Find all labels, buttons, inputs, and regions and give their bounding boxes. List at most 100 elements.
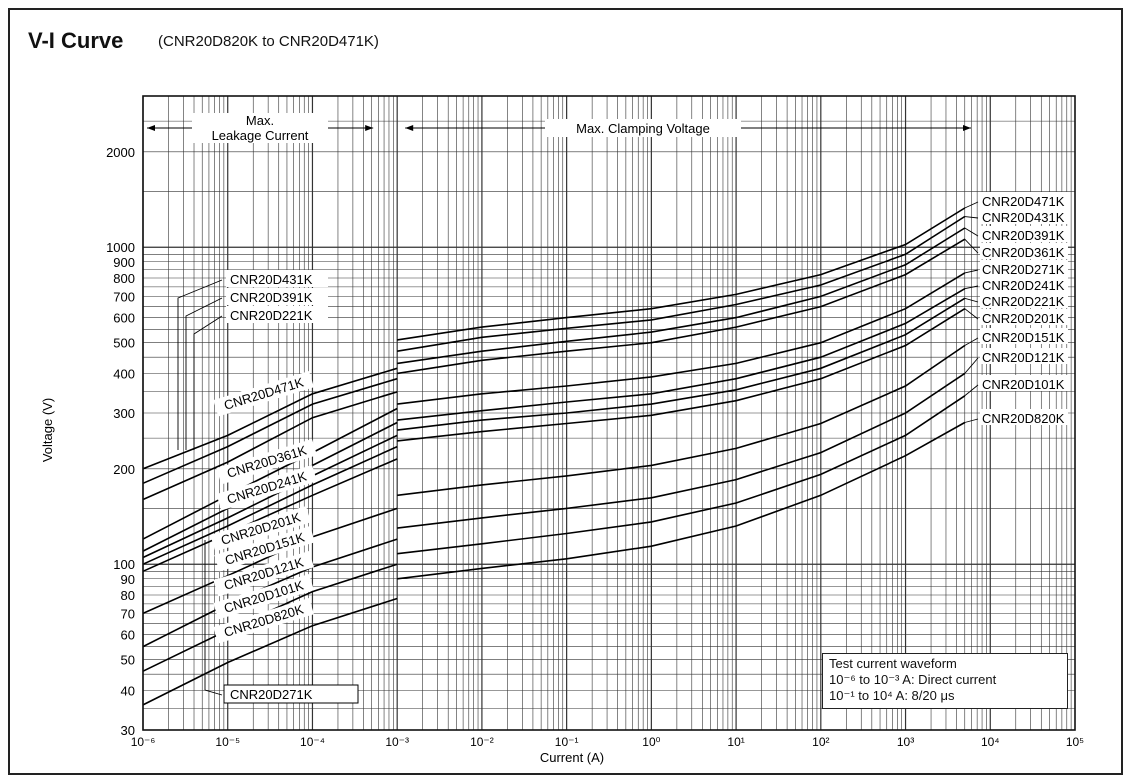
y-tick-label: 800 (113, 271, 135, 286)
label-bg (214, 525, 315, 572)
x-tick-label: 10⁰ (642, 735, 660, 749)
label-leader (204, 540, 223, 696)
series-label-right: CNR20D221K (982, 294, 1065, 309)
label-leader (964, 227, 979, 237)
label-bg (226, 288, 328, 305)
series-label-right: CNR20D391K (982, 228, 1065, 243)
label-bg (216, 464, 317, 511)
note-line-2: 10⁻⁶ to 10⁻³ A: Direct current (829, 672, 997, 687)
label-bg (216, 438, 317, 485)
y-tick-label: 500 (113, 336, 135, 351)
series-label-right: CNR20D201K (982, 311, 1065, 326)
curve-clamping (397, 238, 966, 375)
y-axis-label: Voltage (V) (40, 398, 55, 462)
label-leader (964, 201, 979, 209)
label-leader (177, 279, 223, 450)
label-bg (213, 550, 314, 597)
y-tick-label: 90 (121, 572, 135, 587)
x-tick-label: 10¹ (727, 735, 744, 749)
arrow-head (147, 125, 155, 131)
x-tick-label: 10⁻¹ (555, 735, 579, 749)
series-label-callout: CNR20D271K (230, 687, 313, 702)
y-tick-label: 80 (121, 588, 135, 603)
label-leader (964, 308, 979, 320)
curve-clamping (397, 308, 966, 442)
note-line-1: Test current waveform (829, 656, 957, 671)
curve-clamping (397, 227, 966, 365)
x-tick-label: 10⁵ (1066, 735, 1084, 749)
region-label-leakage: Leakage Current (212, 128, 309, 143)
x-tick-label: 10⁻² (470, 735, 494, 749)
y-tick-label: 1000 (106, 240, 135, 255)
region-label-clamping: Max. Clamping Voltage (576, 121, 710, 136)
series-label-right: CNR20D271K (982, 262, 1065, 277)
x-tick-label: 10⁻⁶ (131, 735, 156, 749)
series-label-right: CNR20D431K (982, 210, 1065, 225)
test-waveform-note: Test current waveform 10⁻⁶ to 10⁻³ A: Di… (822, 653, 1068, 709)
grid-lines (142, 95, 1075, 731)
label-bg (980, 328, 1068, 344)
y-tick-label: 30 (121, 723, 135, 738)
arrow-head (365, 125, 374, 131)
label-bg (980, 260, 1068, 276)
series-label-right: CNR20D361K (982, 245, 1065, 260)
curve-clamping (397, 297, 966, 431)
region-label-leakage: Max. (246, 113, 274, 128)
series-label-right: CNR20D101K (982, 377, 1065, 392)
label-bg (980, 348, 1068, 364)
label-bg (980, 226, 1068, 242)
curve-leakage (142, 538, 398, 648)
series-label-left-group: CNR20D471K (213, 370, 314, 417)
arrow-head (405, 125, 414, 131)
y-tick-label: 400 (113, 366, 135, 381)
label-leader (193, 315, 223, 450)
curve-clamping (397, 395, 966, 555)
plot-border (142, 95, 1076, 731)
label-bg (980, 292, 1068, 308)
x-tick-label: 10⁻⁴ (300, 735, 325, 749)
y-tick-label: 200 (113, 462, 135, 477)
curve-leakage (142, 434, 398, 559)
label-leader (964, 269, 979, 274)
curve-leakage (142, 458, 398, 573)
curve-leakage (142, 391, 398, 501)
region-labels: Max.Leakage Current Max. Clamping Voltage (147, 113, 971, 143)
y-tick-label: 100 (113, 557, 135, 572)
x-tick-label: 10² (812, 735, 829, 749)
curve-clamping (397, 344, 966, 497)
series-label-right: CNR20D820K (982, 411, 1065, 426)
chart-title: V-I Curve (28, 28, 124, 53)
label-bg (545, 119, 741, 137)
label-leader (964, 418, 979, 423)
label-bg (980, 276, 1068, 292)
label-leader (964, 384, 979, 397)
series-label-callout: CNR20D431K (230, 272, 313, 287)
label-bg (980, 243, 1068, 259)
label-leader (964, 297, 979, 303)
curve-leakage (142, 377, 398, 485)
y-tick-label: 40 (121, 683, 135, 698)
y-tick-label: 50 (121, 653, 135, 668)
label-leader (185, 297, 223, 450)
series-label-left: CNR20D471K (222, 374, 305, 413)
axes: 10⁻⁶ 10⁻⁵ 10⁻⁴ 10⁻³ 10⁻² 10⁻¹ 10⁰ 10¹ 10² 10³ 10⁴ 1… (106, 95, 1084, 749)
label-bg (980, 309, 1068, 325)
series-label-right: CNR20D241K (982, 278, 1065, 293)
y-tick-label: 70 (121, 606, 135, 621)
label-bg (226, 270, 328, 287)
label-bg (980, 192, 1068, 208)
note-line-3: 10⁻¹ to 10⁴ A: 8/20 μs (829, 688, 955, 703)
label-bg (223, 684, 359, 704)
label-leader (964, 285, 979, 290)
label-bg (980, 208, 1068, 224)
x-tick-label: 10⁴ (981, 735, 1000, 749)
curve-leakage (142, 597, 398, 706)
y-tick-label: 600 (113, 311, 135, 326)
x-tick-label: 10⁻³ (385, 735, 409, 749)
curve-leakage (142, 407, 398, 540)
series-label-callout: CNR20D391K (230, 290, 313, 305)
curve-clamping (397, 288, 966, 421)
label-bg (192, 113, 328, 143)
series-label-right: CNR20D151K (982, 330, 1065, 345)
